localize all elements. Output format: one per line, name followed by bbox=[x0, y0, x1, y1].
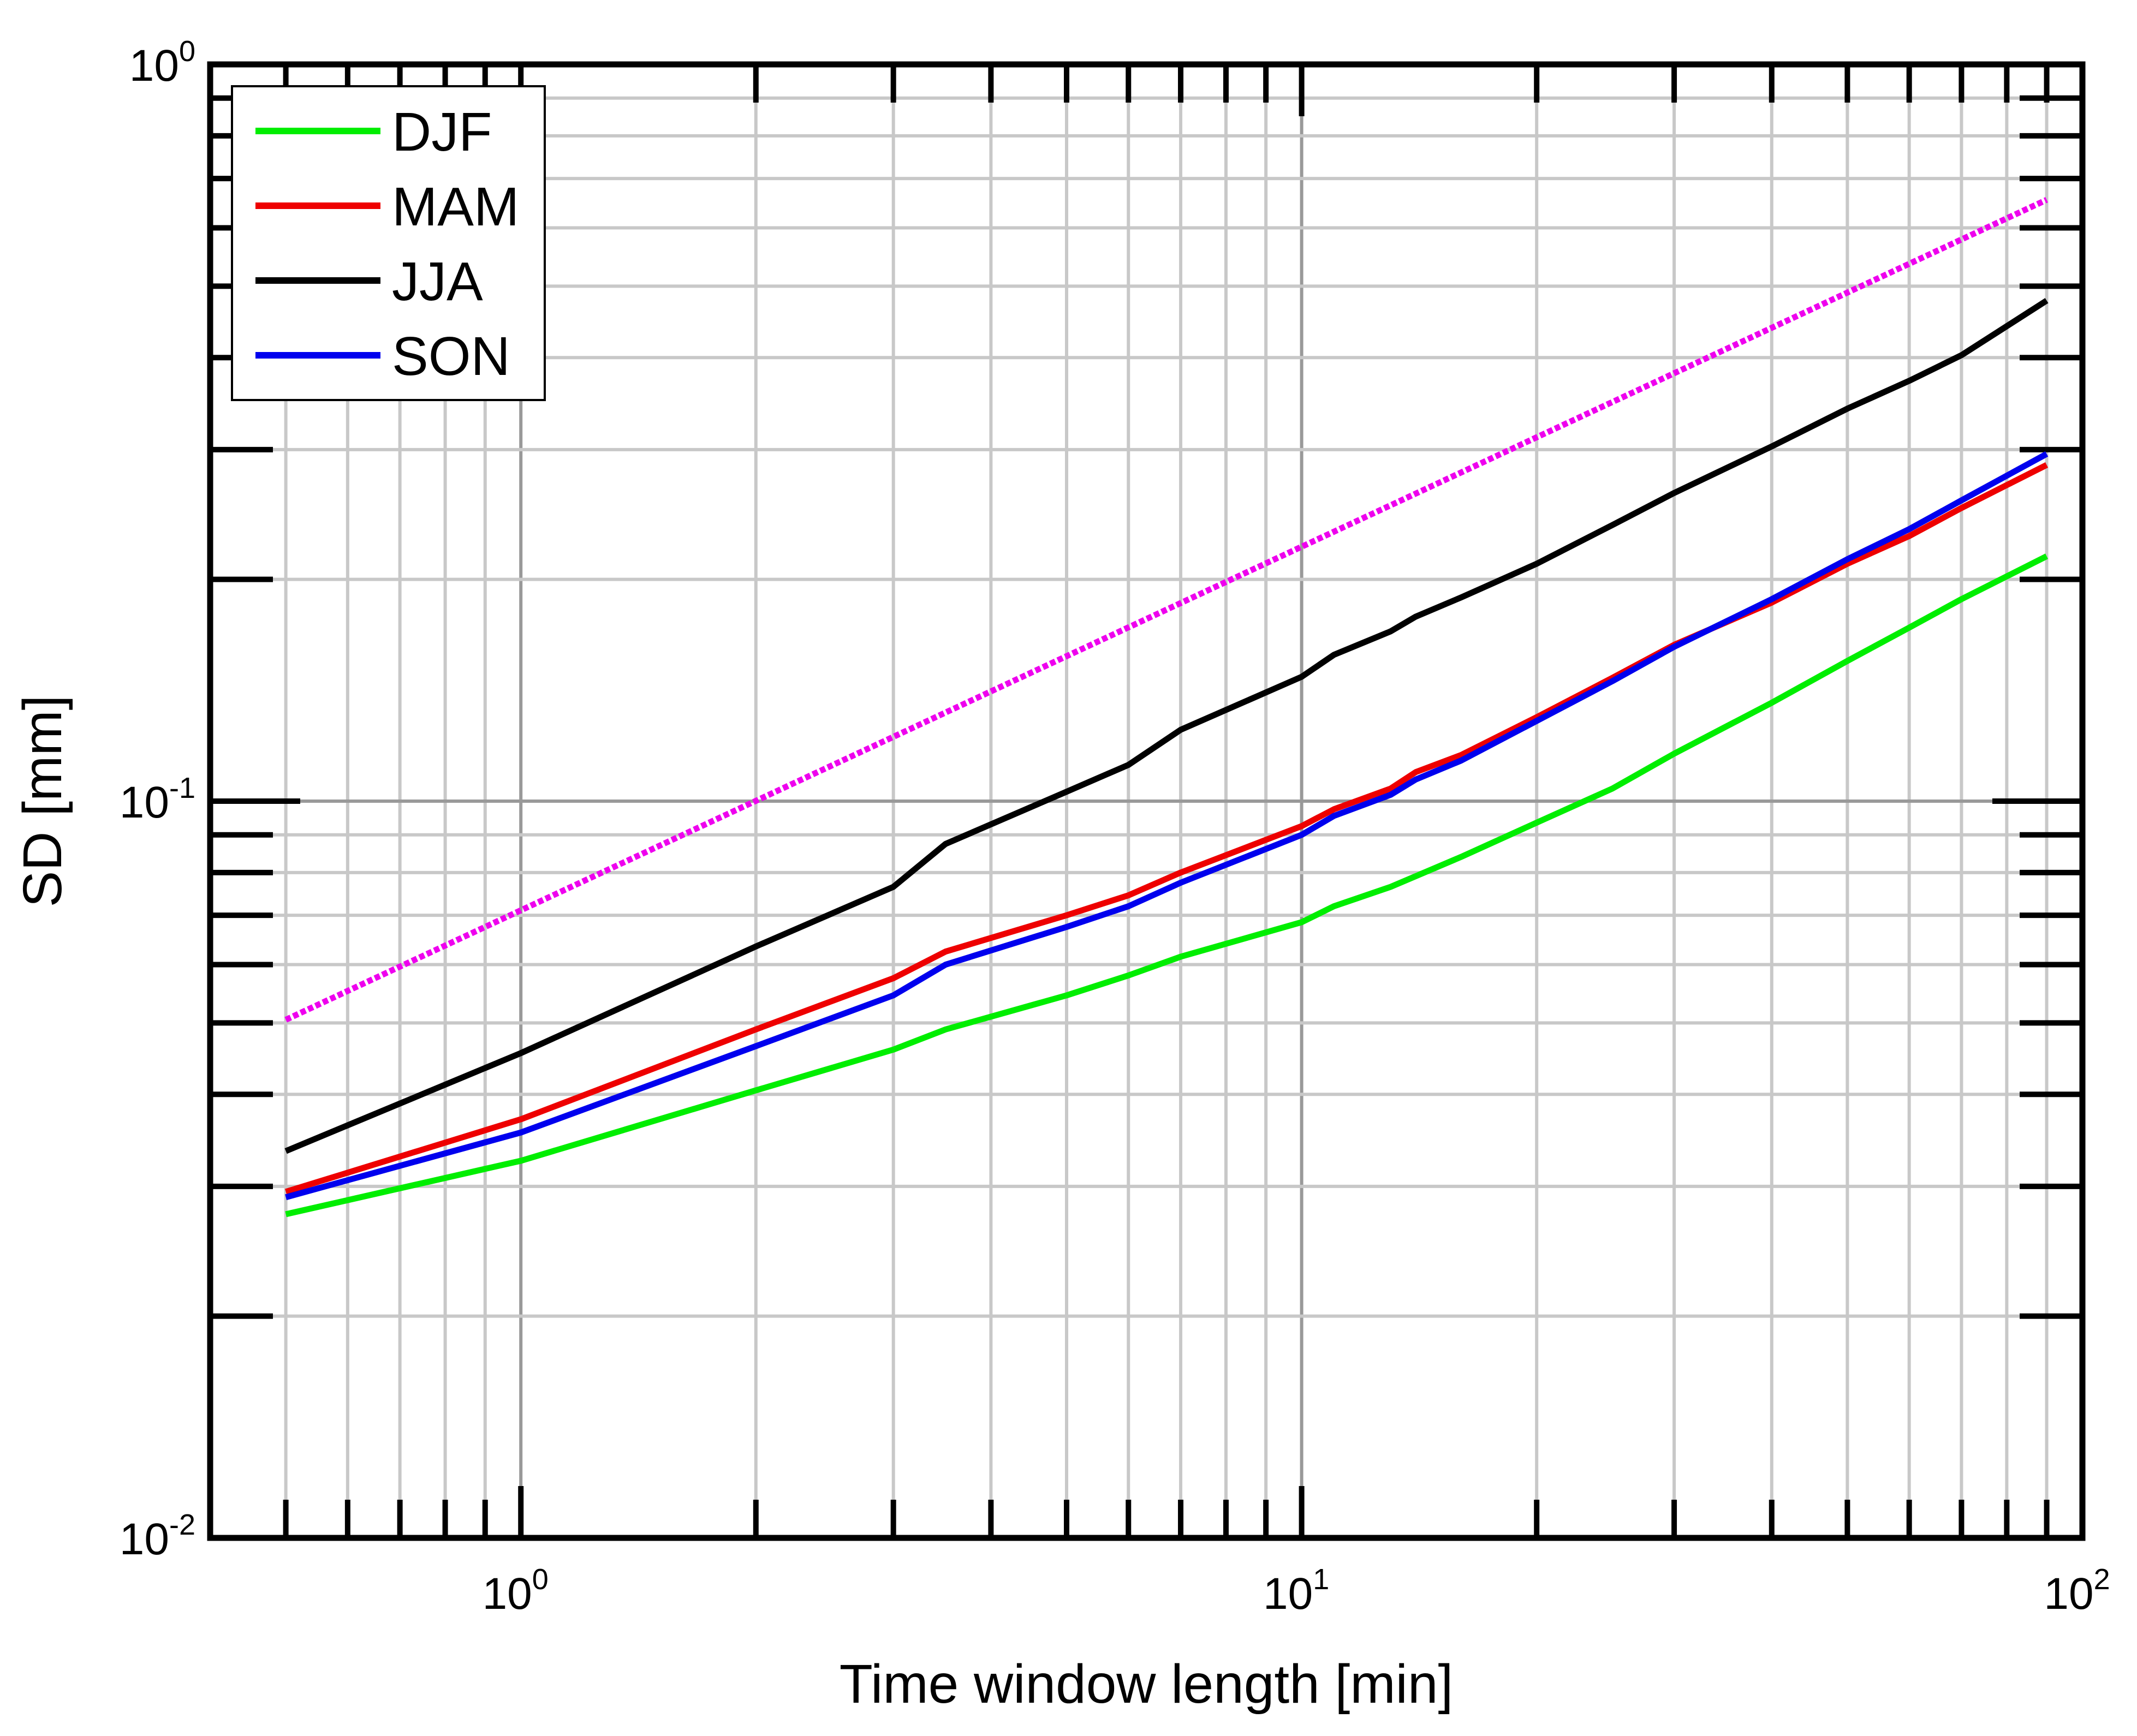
axis-ticks bbox=[210, 64, 2082, 1538]
y-tick-label: 10-1 bbox=[120, 772, 195, 827]
legend: DJF MAM JJA SON bbox=[231, 85, 546, 401]
legend-box bbox=[231, 85, 546, 401]
x-axis-label: Time window length [min] bbox=[840, 1654, 1454, 1715]
x-tick-label: 101 bbox=[1263, 1563, 1329, 1619]
series-line-jja bbox=[284, 298, 2049, 1154]
series-line-son bbox=[285, 451, 2049, 1201]
legend-label-mam: MAM bbox=[392, 176, 519, 237]
y-tick-label: 10-2 bbox=[120, 1508, 195, 1564]
reference-slope-line bbox=[284, 197, 2048, 1023]
plot-frame bbox=[207, 61, 2086, 1541]
series-line-djf bbox=[285, 553, 2049, 1218]
x-tick-label: 102 bbox=[2044, 1563, 2110, 1619]
series-lines bbox=[284, 197, 2049, 1218]
y-tick-label: 100 bbox=[129, 35, 195, 91]
y-axis-label: SD [mm] bbox=[12, 695, 73, 908]
x-tick-label: 100 bbox=[483, 1563, 549, 1619]
legend-label-jja: JJA bbox=[392, 251, 483, 312]
legend-label-son: SON bbox=[392, 326, 510, 387]
legend-label-djf: DJF bbox=[392, 102, 492, 163]
series-line-mam bbox=[284, 462, 2049, 1195]
tick-labels: 100 101 102 10-2 10-1 100 bbox=[120, 35, 2110, 1619]
